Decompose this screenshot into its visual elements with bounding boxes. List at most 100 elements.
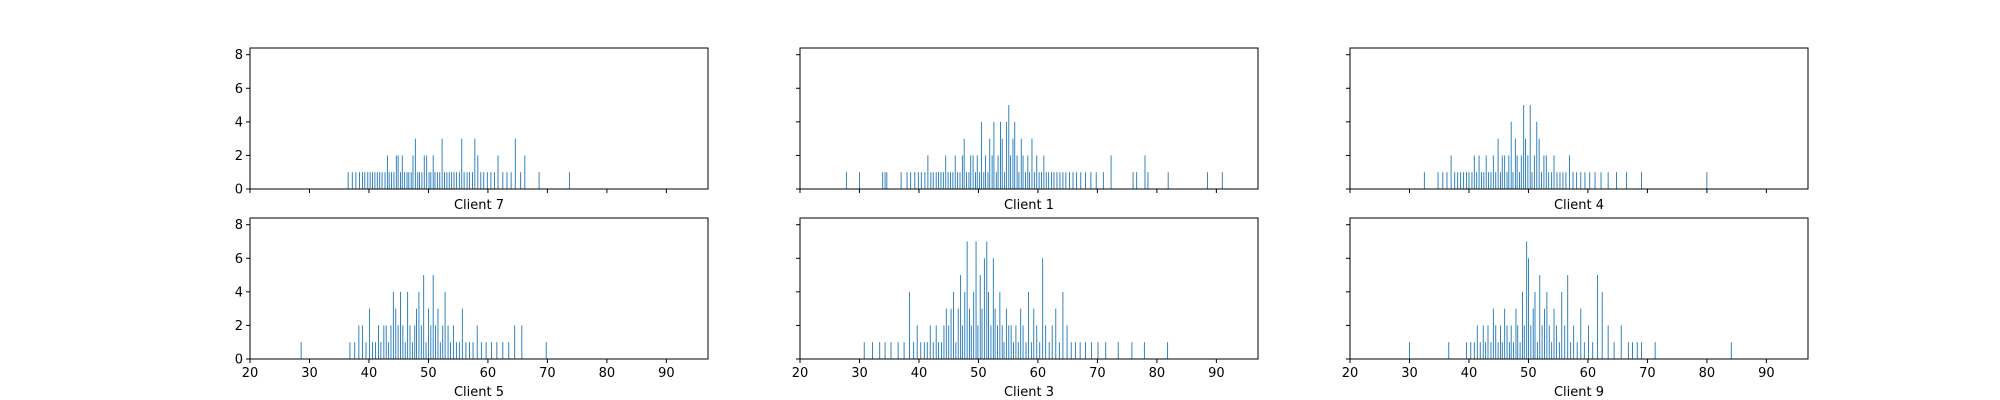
subplot-client-3: Client 4 [1346,47,1809,213]
bar [999,291,1001,359]
bar [1512,172,1514,189]
bar [1490,172,1492,189]
bar [930,172,932,189]
bar [455,342,457,359]
subplot-client-1: 0 2 4 6 8 Client 7 [235,47,709,213]
bar [450,342,451,359]
bar [1534,291,1536,359]
bar [1147,172,1149,189]
bar [379,172,381,189]
subplot-title: Client 3 [1004,385,1054,400]
bar [414,138,416,189]
bar [1632,342,1633,359]
bar [1541,172,1542,189]
bar [969,308,970,359]
bar [417,172,419,189]
bar [945,155,947,189]
bar [485,342,487,359]
bar [926,342,928,359]
bar [1495,172,1497,189]
bar [1558,342,1560,359]
bar [916,325,918,359]
bar [400,172,401,189]
x-tick-label: 60 [1580,366,1597,381]
bar [1516,155,1518,189]
bar [988,291,989,359]
bar [1022,155,1024,189]
x-tick-label: 80 [599,366,616,381]
bar [1519,342,1521,359]
bar [1589,172,1591,189]
bar [392,291,394,359]
bar [1010,155,1012,189]
bar [430,325,432,359]
bar [1005,308,1007,359]
bar [1470,342,1472,359]
bar [882,172,884,189]
bar [1033,172,1035,189]
bar [927,155,929,189]
bar [955,342,957,359]
bar [1525,138,1526,189]
bar [1497,138,1499,189]
bar [441,138,443,189]
bar [1508,342,1510,359]
bar [1478,155,1480,189]
bar [1466,172,1468,189]
subplot-client-5: 20 30 40 50 60 70 80 90 Client 3 [792,217,1259,400]
bar [1514,138,1516,189]
bar [900,172,902,189]
bar [1504,155,1506,189]
x-tick-label: 80 [1699,366,1716,381]
bar [1510,325,1512,359]
bar [430,172,432,189]
bar [1538,138,1540,189]
bar [1448,342,1450,359]
subplot-client-2: Client 1 [796,47,1259,213]
subplot-client-4: 20 30 40 50 60 70 80 90 0 2 4 6 8 Client 5 [235,217,709,400]
bar [990,325,992,359]
bar [1522,291,1523,359]
bar [1460,172,1462,189]
bar [991,155,993,189]
bar [369,172,371,189]
bar [496,342,498,359]
bar [1020,138,1022,189]
bar [879,342,881,359]
bar [1091,342,1092,359]
bar [950,308,952,359]
bar [374,172,376,189]
bar [1131,342,1133,359]
bar [1564,325,1566,359]
bar [1117,342,1119,359]
bar [514,325,516,359]
bar [1500,172,1501,189]
bar [455,172,457,189]
bar [1490,342,1492,359]
bar [1072,172,1074,189]
bar [1039,342,1041,359]
y-tick-label: 4 [235,285,243,300]
bar [1001,325,1003,359]
bar [472,342,474,359]
bar [390,325,392,359]
bar [975,241,977,359]
bar [979,172,981,189]
bar [993,121,995,189]
bar [378,325,379,359]
bar [1029,172,1031,189]
bar [1479,342,1481,359]
bar [423,275,425,359]
bar [1570,342,1572,359]
bar [480,172,482,189]
bar [524,155,526,189]
bar [402,325,404,359]
x-tick-label: 50 [1520,366,1537,381]
bar [388,172,390,189]
bar [1551,342,1553,359]
bar [1473,155,1475,189]
bar [472,172,473,189]
bar [952,172,954,189]
bar [1110,155,1112,189]
bar [1536,342,1538,359]
